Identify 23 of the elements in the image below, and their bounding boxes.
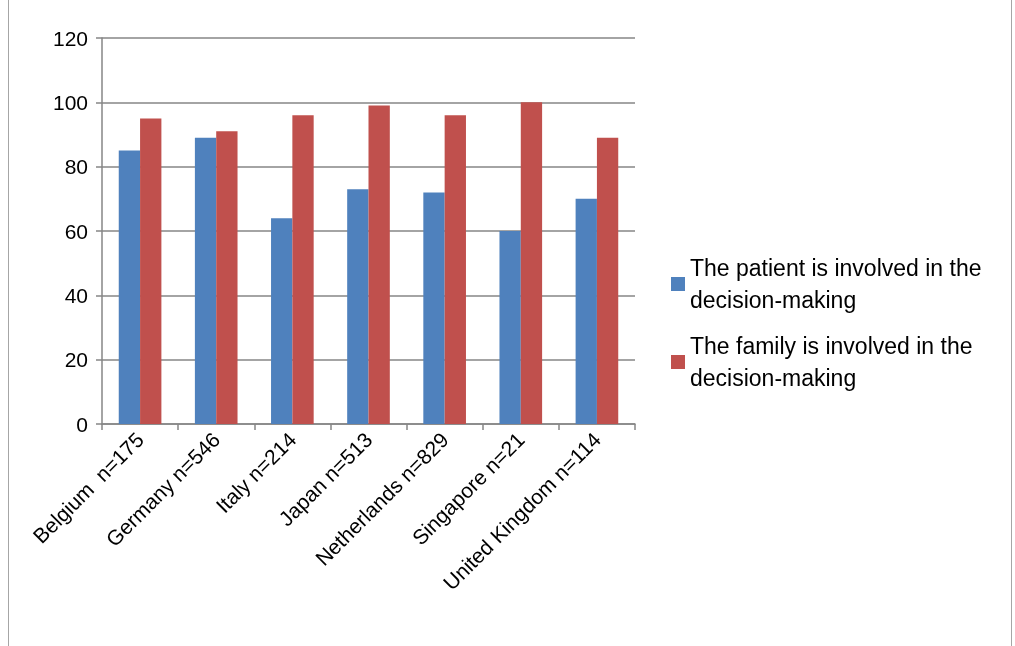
bar (423, 192, 445, 424)
bar (271, 218, 293, 424)
bar (216, 131, 238, 424)
y-tick-label: 60 (64, 219, 88, 243)
legend-label: The patient is involved in the decision-making (690, 255, 988, 313)
bar (444, 115, 466, 424)
bar (368, 105, 390, 424)
bar (292, 115, 314, 424)
bar (575, 198, 597, 424)
legend-label: The family is involved in the decision-making (690, 333, 979, 391)
bar (194, 137, 217, 424)
y-tick-label: 20 (64, 348, 88, 372)
y-tick-label: 0 (76, 412, 88, 436)
bar (347, 189, 369, 424)
bar (520, 102, 543, 424)
bar (596, 137, 619, 424)
y-tick-label: 80 (64, 155, 88, 179)
bar (140, 118, 162, 424)
y-tick-label: 40 (64, 283, 88, 307)
y-tick-label: 120 (52, 26, 88, 50)
bar (499, 231, 521, 424)
bar (118, 150, 141, 424)
y-tick-label: 100 (52, 90, 88, 114)
